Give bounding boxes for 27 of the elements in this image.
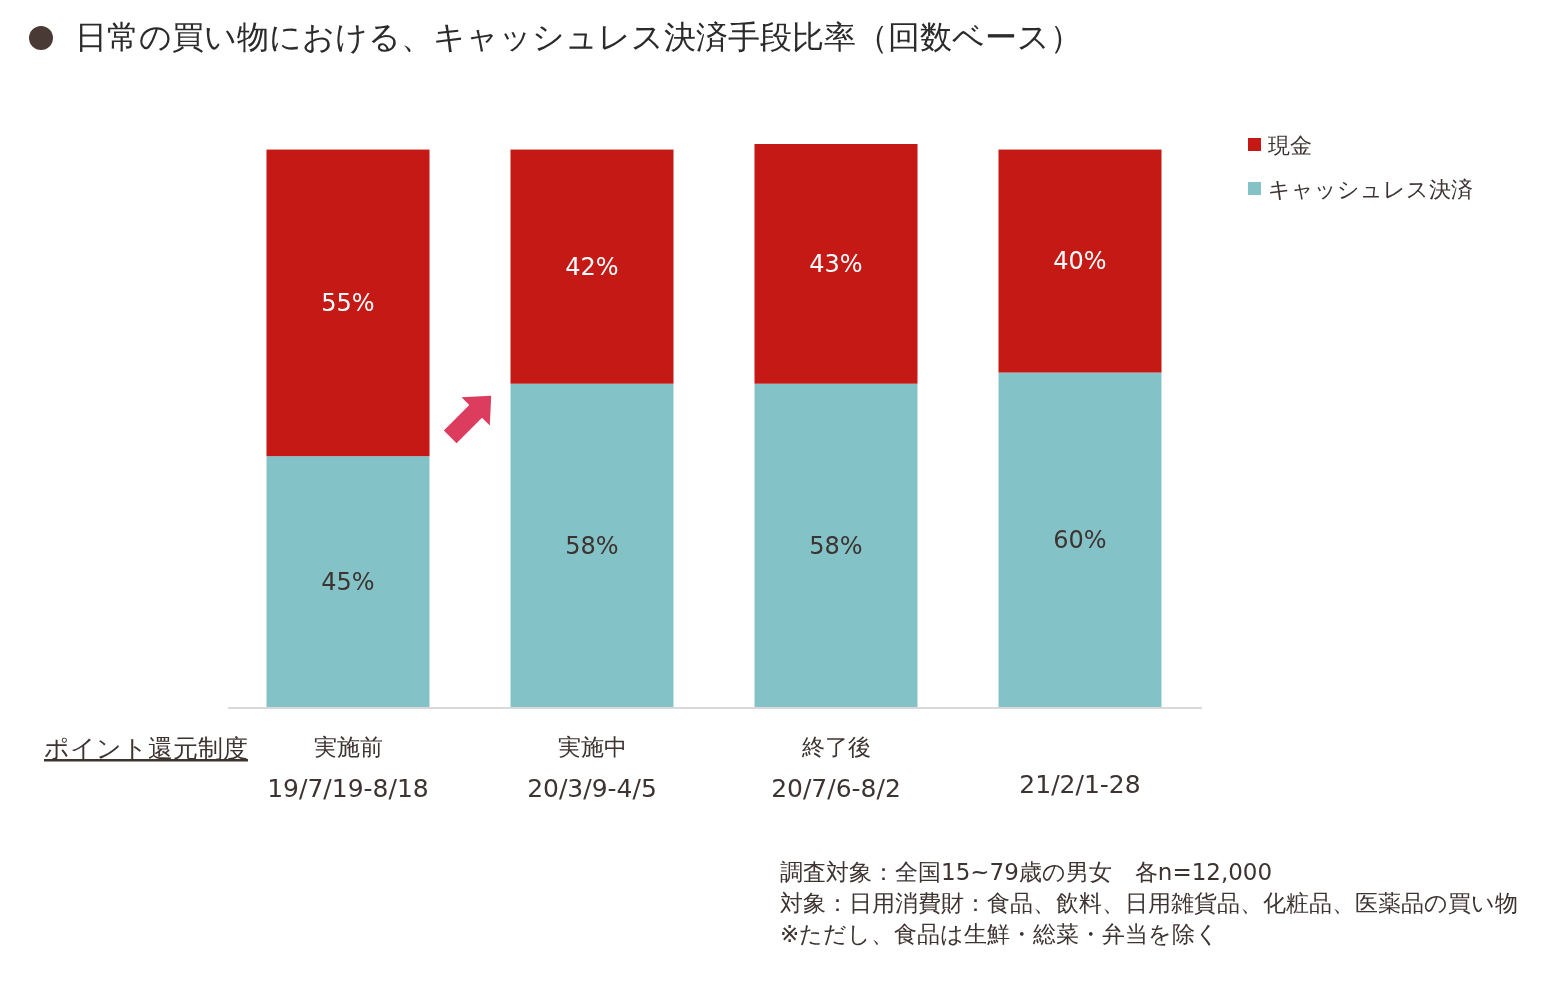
legend-label: 現金 (1268, 133, 1312, 158)
text: ポイント還元制度 (44, 734, 248, 763)
bar (510, 149, 674, 384)
bar (754, 144, 918, 384)
x-tick-label: 実施中 20/3/9-4/5 (527, 734, 657, 803)
legend-label: キャッシュレス決済 (1268, 177, 1473, 202)
data-label: 40% (1053, 247, 1107, 276)
bar (998, 149, 1162, 373)
data-label: 58% (565, 531, 619, 560)
bar (510, 383, 674, 707)
bar (266, 456, 430, 707)
data-label: 45% (321, 567, 375, 596)
x-tick-label: 終了後 20/7/6-8/2 (771, 734, 901, 803)
data-label: 55% (321, 289, 375, 318)
bar (754, 383, 918, 707)
x-tick-label: 実施前 19/7/19-8/18 (267, 734, 429, 803)
text: 調査対象：全国15~79歳の男女 各n=12,000 (780, 859, 1273, 885)
data-label: 58% (809, 531, 863, 560)
data-label: 60% (1053, 526, 1107, 555)
text: 対象：日用消費財：食品、飲料、日用雑貨品、化粧品、医薬品の買い物 (780, 890, 1518, 916)
data-label: 43% (809, 250, 863, 279)
text: ※ただし、食品は生鮮・総菜・弁当を除く (780, 921, 1220, 947)
bar (998, 372, 1162, 707)
bar (266, 149, 430, 457)
chart-title: 日常の買い物における、キャッシュレス決済手段比率（回数ベース） (75, 18, 1082, 56)
x-tick-label: 21/2/1-28 (1019, 770, 1141, 799)
data-label: 42% (565, 253, 619, 282)
